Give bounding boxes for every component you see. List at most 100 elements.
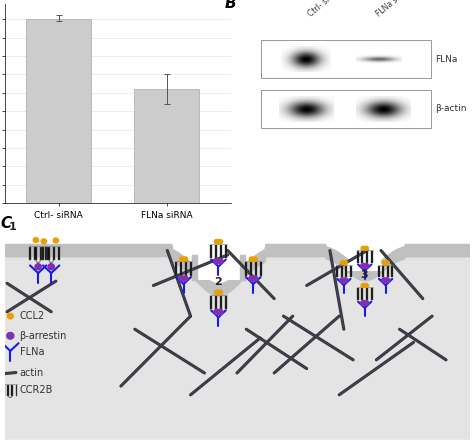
Circle shape bbox=[180, 257, 184, 261]
Circle shape bbox=[364, 301, 369, 306]
Circle shape bbox=[340, 278, 345, 283]
Text: actin: actin bbox=[19, 369, 44, 378]
Circle shape bbox=[384, 278, 390, 283]
Bar bbox=[210, 245, 212, 258]
Circle shape bbox=[343, 261, 347, 264]
Bar bbox=[362, 251, 364, 263]
Bar bbox=[180, 262, 182, 276]
Circle shape bbox=[183, 257, 188, 261]
Bar bbox=[42, 247, 45, 260]
Bar bbox=[210, 295, 212, 309]
Bar bbox=[261, 40, 431, 78]
Bar bbox=[366, 251, 368, 263]
Bar bbox=[16, 385, 18, 396]
Bar bbox=[47, 247, 50, 260]
Bar bbox=[255, 262, 257, 276]
Bar bbox=[357, 288, 359, 300]
Circle shape bbox=[214, 290, 219, 295]
Circle shape bbox=[214, 258, 219, 264]
Circle shape bbox=[382, 278, 387, 283]
Bar bbox=[336, 265, 338, 277]
Bar bbox=[3, 385, 5, 396]
Bar bbox=[220, 245, 222, 258]
Circle shape bbox=[361, 284, 365, 288]
Circle shape bbox=[218, 239, 222, 244]
Bar bbox=[185, 262, 187, 276]
Bar bbox=[11, 385, 13, 396]
Bar bbox=[345, 265, 347, 277]
Text: FLNa: FLNa bbox=[435, 54, 457, 64]
Circle shape bbox=[7, 332, 14, 339]
Circle shape bbox=[35, 264, 41, 270]
Bar bbox=[245, 262, 247, 276]
Bar bbox=[29, 247, 31, 260]
Circle shape bbox=[214, 239, 219, 244]
Text: Ctrl- siRNA: Ctrl- siRNA bbox=[306, 0, 344, 18]
Bar bbox=[378, 265, 380, 277]
Bar bbox=[383, 265, 384, 277]
Text: β-actin: β-actin bbox=[435, 104, 467, 113]
Text: B: B bbox=[225, 0, 236, 12]
Circle shape bbox=[382, 261, 386, 264]
Bar bbox=[58, 247, 60, 260]
Bar bbox=[357, 251, 359, 263]
Circle shape bbox=[253, 257, 257, 261]
Text: β-arrestin: β-arrestin bbox=[19, 331, 67, 341]
Bar bbox=[387, 265, 389, 277]
Bar bbox=[371, 251, 373, 263]
Circle shape bbox=[252, 276, 258, 281]
Bar bbox=[371, 288, 373, 300]
Circle shape bbox=[218, 290, 222, 295]
Bar bbox=[350, 265, 352, 277]
Bar bbox=[392, 265, 393, 277]
Circle shape bbox=[214, 309, 219, 315]
Polygon shape bbox=[347, 252, 383, 270]
Circle shape bbox=[364, 246, 368, 250]
Bar bbox=[366, 288, 368, 300]
Text: FLNa siRNA: FLNa siRNA bbox=[374, 0, 414, 18]
Bar bbox=[175, 262, 177, 276]
Bar bbox=[225, 245, 227, 258]
Circle shape bbox=[343, 278, 348, 283]
Circle shape bbox=[364, 264, 369, 268]
Text: 2: 2 bbox=[214, 276, 221, 287]
Bar bbox=[250, 262, 252, 276]
Bar bbox=[225, 295, 227, 309]
Bar bbox=[134, 89, 199, 203]
Bar bbox=[261, 90, 431, 128]
Polygon shape bbox=[194, 251, 243, 279]
Circle shape bbox=[8, 313, 13, 319]
Circle shape bbox=[53, 238, 58, 243]
Bar bbox=[341, 265, 343, 277]
Bar bbox=[362, 288, 364, 300]
Circle shape bbox=[41, 239, 46, 244]
Bar bbox=[220, 295, 222, 309]
Bar bbox=[215, 245, 217, 258]
Text: 3: 3 bbox=[360, 270, 368, 280]
Circle shape bbox=[361, 264, 366, 268]
Circle shape bbox=[179, 276, 185, 281]
Bar bbox=[27, 19, 91, 203]
Circle shape bbox=[361, 246, 365, 250]
Text: FLNa: FLNa bbox=[19, 347, 44, 357]
Circle shape bbox=[361, 301, 366, 306]
Bar bbox=[190, 262, 192, 276]
Bar bbox=[215, 295, 217, 309]
Circle shape bbox=[217, 258, 223, 264]
Bar bbox=[40, 247, 42, 260]
Circle shape bbox=[48, 264, 55, 270]
Text: 1: 1 bbox=[9, 222, 16, 232]
Circle shape bbox=[385, 261, 389, 264]
Circle shape bbox=[182, 276, 188, 281]
Circle shape bbox=[364, 284, 368, 288]
Circle shape bbox=[249, 257, 254, 261]
Circle shape bbox=[217, 309, 223, 315]
Bar bbox=[260, 262, 262, 276]
Bar bbox=[53, 247, 55, 260]
Text: CCR2B: CCR2B bbox=[19, 385, 53, 396]
Bar bbox=[35, 247, 36, 260]
Circle shape bbox=[340, 261, 345, 264]
Text: C: C bbox=[0, 216, 11, 230]
Circle shape bbox=[249, 276, 255, 281]
Bar bbox=[45, 247, 47, 260]
